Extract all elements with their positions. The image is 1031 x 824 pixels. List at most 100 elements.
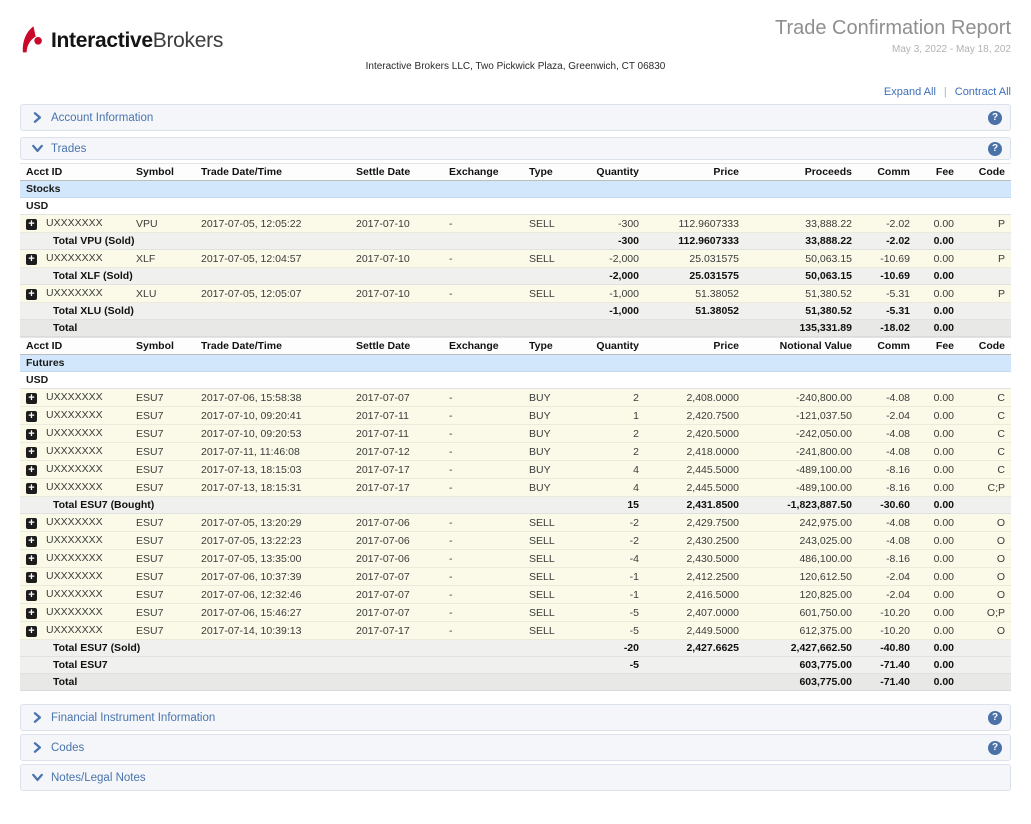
contract-all-link[interactable]: Contract All [955,86,1011,98]
page: InteractiveBrokers Trade Confirmation Re… [0,0,1031,824]
cell: 2017-07-05, 13:22:23 [195,532,350,550]
trade-row: +UXXXXXXXESU72017-07-06, 10:37:392017-07… [20,568,1011,586]
total-row: Total135,331.89-18.020.00 [20,320,1011,337]
cell: BUY [523,461,570,479]
expand-row-button[interactable]: + [26,572,37,583]
cell: ESU7 [130,461,195,479]
cell: 50,063.15 [745,268,858,285]
expand-row-button[interactable]: + [26,447,37,458]
cell: O [960,514,1011,532]
subtotal-label: Total XLF (Sold) [20,268,570,285]
column-header: Proceeds [745,164,858,181]
subtotal-row: Total ESU7-5603,775.00-71.400.00 [20,657,1011,674]
cell: SELL [523,285,570,303]
expand-row-button[interactable]: + [26,289,37,300]
chevron-down-icon [32,143,43,154]
cell: 2017-07-17 [350,479,443,497]
cell: 0.00 [916,586,960,604]
trade-row: +UXXXXXXXESU72017-07-13, 18:15:312017-07… [20,479,1011,497]
cell: 2017-07-06 [350,550,443,568]
help-icon[interactable]: ? [988,711,1002,725]
cell: 601,750.00 [745,604,858,622]
cell: C;P [960,479,1011,497]
cell: SELL [523,604,570,622]
expand-row-button[interactable]: + [26,393,37,404]
column-header: Fee [916,164,960,181]
expand-row-button[interactable]: + [26,608,37,619]
account-id: UXXXXXXX [46,445,103,457]
expand-row-button[interactable]: + [26,518,37,529]
section-trades[interactable]: Trades ? [20,137,1011,160]
section-codes[interactable]: Codes ? [20,734,1011,761]
expand-row-button[interactable]: + [26,429,37,440]
account-id: UXXXXXXX [46,391,103,403]
trades-tables: Acct IDSymbolTrade Date/TimeSettle DateE… [20,163,1011,691]
cell: 2017-07-10 [350,215,443,233]
cell [960,303,1011,320]
expand-row-button[interactable]: + [26,254,37,265]
cell: 243,025.00 [745,532,858,550]
broker-address: Interactive Brokers LLC, Two Pickwick Pl… [20,61,1011,72]
cell: 2017-07-06 [350,514,443,532]
trade-row: +UXXXXXXXESU72017-07-13, 18:15:032017-07… [20,461,1011,479]
column-header: Exchange [443,164,523,181]
account-id: UXXXXXXX [46,217,103,229]
cell: -4.08 [858,389,916,407]
chevron-right-icon [32,742,43,753]
expand-row-button[interactable]: + [26,483,37,494]
cell: 2017-07-05, 13:20:29 [195,514,350,532]
expand-row-button[interactable]: + [26,465,37,476]
trade-row: +UXXXXXXXVPU2017-07-05, 12:05:222017-07-… [20,215,1011,233]
cell: -241,800.00 [745,443,858,461]
expand-row-button[interactable]: + [26,219,37,230]
currency-label: USD [20,372,1011,389]
cell: -240,800.00 [745,389,858,407]
expand-row-button[interactable]: + [26,626,37,637]
account-id: UXXXXXXX [46,252,103,264]
expand-row-button[interactable]: + [26,411,37,422]
cell: 2017-07-17 [350,622,443,640]
subtotal-row: Total VPU (Sold)-300112.960733333,888.22… [20,233,1011,250]
cell [645,674,745,691]
cell: 2017-07-10, 09:20:53 [195,425,350,443]
cell: ESU7 [130,389,195,407]
cell: C [960,407,1011,425]
column-header: Quantity [570,338,645,355]
cell: -489,100.00 [745,461,858,479]
section-financial-instrument-information[interactable]: Financial Instrument Information ? [20,704,1011,731]
cell: -2.04 [858,586,916,604]
expand-all-link[interactable]: Expand All [884,86,936,98]
cell: 2017-07-10 [350,285,443,303]
cell: 51.38052 [645,285,745,303]
cell: 2017-07-05, 13:35:00 [195,550,350,568]
cell: ESU7 [130,514,195,532]
cell: - [443,586,523,604]
asset-class-row: Futures [20,355,1011,372]
cell: ESU7 [130,443,195,461]
column-header: Trade Date/Time [195,164,350,181]
help-icon[interactable]: ? [988,142,1002,156]
cell: - [443,389,523,407]
cell: - [443,550,523,568]
cell: 0.00 [916,674,960,691]
cell: +UXXXXXXX [20,479,130,497]
cell: -1 [570,586,645,604]
cell: -71.40 [858,674,916,691]
expand-row-button[interactable]: + [26,590,37,601]
cell: 612,375.00 [745,622,858,640]
section-account-information[interactable]: Account Information ? [20,104,1011,131]
cell: 2017-07-11 [350,407,443,425]
brand-logo-text: InteractiveBrokers [51,28,223,54]
expand-row-button[interactable]: + [26,554,37,565]
chevron-down-icon [32,772,43,783]
section-notes-legal-notes[interactable]: Notes/Legal Notes [20,764,1011,791]
cell: O [960,532,1011,550]
cell: 25.031575 [645,268,745,285]
expand-row-button[interactable]: + [26,536,37,547]
cell: - [443,532,523,550]
help-icon[interactable]: ? [988,741,1002,755]
cell: O [960,568,1011,586]
cell: -300 [570,233,645,250]
cell: 2017-07-05, 12:05:22 [195,215,350,233]
help-icon[interactable]: ? [988,111,1002,125]
